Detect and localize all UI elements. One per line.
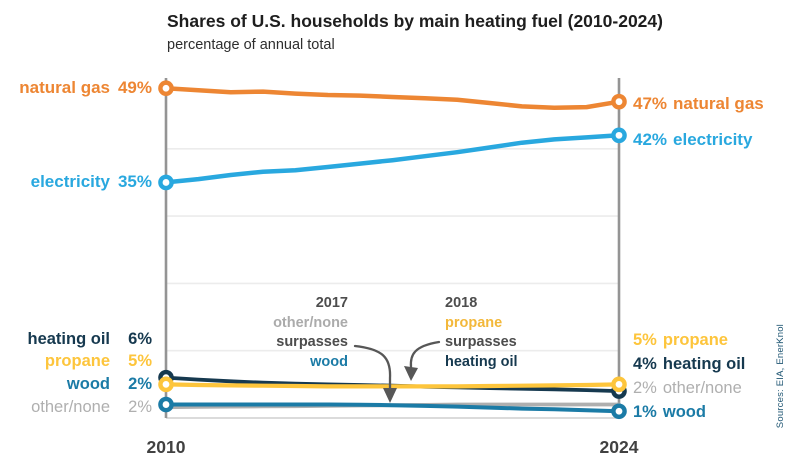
start-label-electricity: electricity 35% [31, 172, 152, 192]
series-name: wood [662, 403, 706, 421]
x-tick-2010: 2010 [146, 437, 186, 457]
series-value: 2% [128, 375, 152, 393]
series-name: heating oil [27, 330, 111, 348]
chart-subtitle: percentage of annual total [167, 37, 335, 53]
series-value: 5% [128, 352, 152, 370]
annotation-year: 2018 [445, 295, 478, 311]
line-natural-gas [163, 85, 622, 110]
series-name: propane [662, 331, 728, 349]
end-label-other-none: 2% other/none [633, 378, 742, 398]
start-marker-electricity [158, 174, 174, 191]
series-value: 35% [117, 172, 152, 191]
start-label-heating-oil: heating oil 6% [28, 329, 153, 349]
x-tick-2024: 2024 [599, 437, 639, 457]
start-label-other-none: other/none 2% [31, 397, 152, 417]
series-name: natural gas [19, 78, 110, 97]
end-marker-natural-gas [611, 93, 627, 110]
series-value: 1% [633, 403, 657, 421]
series-value: 6% [128, 330, 152, 348]
series-name: other/none [662, 379, 742, 397]
annotation-verb: surpasses [445, 334, 517, 350]
series-name: other/none [31, 398, 110, 416]
annotation-2018-propane-surpasses-heating-oil: 2018 propane surpasses heating oil [445, 294, 518, 372]
series-value: 2% [128, 398, 152, 416]
end-label-wood: 1% wood [633, 402, 706, 422]
series-value: 2% [633, 379, 657, 397]
series-value: 4% [633, 355, 657, 373]
series-name: heating oil [662, 355, 746, 373]
end-label-propane: 5% propane [633, 330, 728, 350]
end-label-heating-oil: 4% heating oil [633, 354, 745, 374]
end-marker-electricity [611, 127, 627, 144]
series-name: wood [66, 375, 110, 393]
line-propane [163, 382, 622, 389]
end-label-electricity: 42% electricity [633, 130, 752, 150]
annotation-year: 2017 [315, 295, 348, 311]
start-label-propane: propane 5% [45, 351, 152, 371]
start-label-natural-gas: natural gas 49% [19, 78, 152, 98]
annotation-series: propane [445, 314, 503, 331]
arrow-2018 [409, 340, 441, 369]
start-marker-propane [158, 376, 174, 393]
series-name: electricity [30, 172, 110, 191]
source-note: Sources: EIA, EnerKnol [775, 323, 786, 428]
series-value: 49% [117, 78, 152, 97]
end-label-natural-gas: 47% natural gas [633, 94, 764, 114]
annotation-series: wood [310, 353, 348, 370]
series-name: electricity [673, 130, 753, 149]
series-name: natural gas [673, 94, 764, 113]
annotation-series: heating oil [445, 353, 518, 370]
arrowhead-2018 [404, 366, 418, 381]
annotation-verb: surpasses [276, 334, 348, 350]
series-value: 47% [633, 94, 668, 113]
series-value: 5% [633, 331, 657, 349]
arrow-2017 [353, 344, 392, 390]
annotation-2017-other-surpasses-wood: 2017 other/none surpasses wood [273, 294, 348, 372]
end-marker-wood [611, 403, 627, 420]
arrowhead-2017 [383, 388, 397, 403]
start-label-wood: wood 2% [67, 374, 152, 394]
line-wood [164, 402, 621, 414]
series-value: 42% [633, 130, 668, 149]
line-electricity [163, 133, 622, 185]
start-marker-natural-gas [158, 80, 174, 97]
end-marker-propane [611, 376, 627, 393]
start-marker-wood [158, 396, 174, 413]
page-title: Shares of U.S. households by main heatin… [167, 11, 663, 31]
annotation-series: other/none [273, 314, 348, 331]
series-name: propane [44, 352, 110, 370]
